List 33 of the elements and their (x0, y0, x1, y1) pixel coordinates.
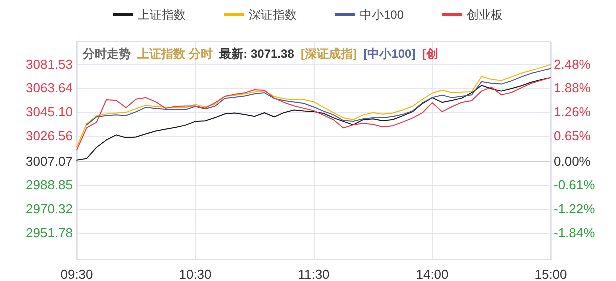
chart-title: 分时走势 (82, 47, 131, 61)
annotation: 上证指数 分时 (136, 47, 214, 61)
annotation: 最新: 3071.38 (218, 47, 295, 61)
y2-tick-label: -1.22% (554, 201, 596, 216)
y2-tick-label: 1.26% (554, 104, 592, 120)
y-tick-label: 3045.10 (26, 104, 73, 120)
x-tick-label: 15:00 (534, 267, 568, 281)
y-tick-label: 3063.64 (26, 80, 73, 96)
annotation: [深证成指] (301, 47, 358, 61)
y-tick-label: 2988.85 (26, 177, 73, 192)
y2-tick-label: -1.84% (554, 226, 596, 241)
legend-label: 创业板 (467, 8, 504, 22)
annotation: [中小100] (364, 47, 416, 61)
x-tick-label: 11:30 (298, 267, 330, 281)
x-tick-label: 14:00 (416, 267, 449, 281)
legend-label: 中小100 (360, 8, 404, 22)
y-tick-label: 3081.53 (26, 57, 73, 72)
y2-tick-label: -0.61% (554, 178, 596, 193)
annotation: [创 (422, 47, 438, 61)
y2-tick-label: 0.00% (554, 154, 592, 169)
y-tick-label: 2951.78 (26, 226, 73, 241)
x-tick-label: 09:30 (60, 267, 94, 281)
y-tick-label: 2970.32 (26, 201, 73, 216)
line-series (86, 68, 552, 126)
legend-label: 深证指数 (248, 8, 297, 22)
y-tick-label: 3026.56 (26, 128, 73, 144)
y2-tick-label: 1.88% (554, 80, 592, 96)
y2-tick-label: 0.65% (554, 128, 592, 144)
y2-tick-label: 2.48% (554, 57, 592, 72)
y-tick-label: 3007.07 (26, 154, 73, 169)
line-series (76, 64, 552, 148)
legend-label: 上证指数 (138, 8, 186, 22)
x-tick-label: 10:30 (179, 267, 212, 281)
